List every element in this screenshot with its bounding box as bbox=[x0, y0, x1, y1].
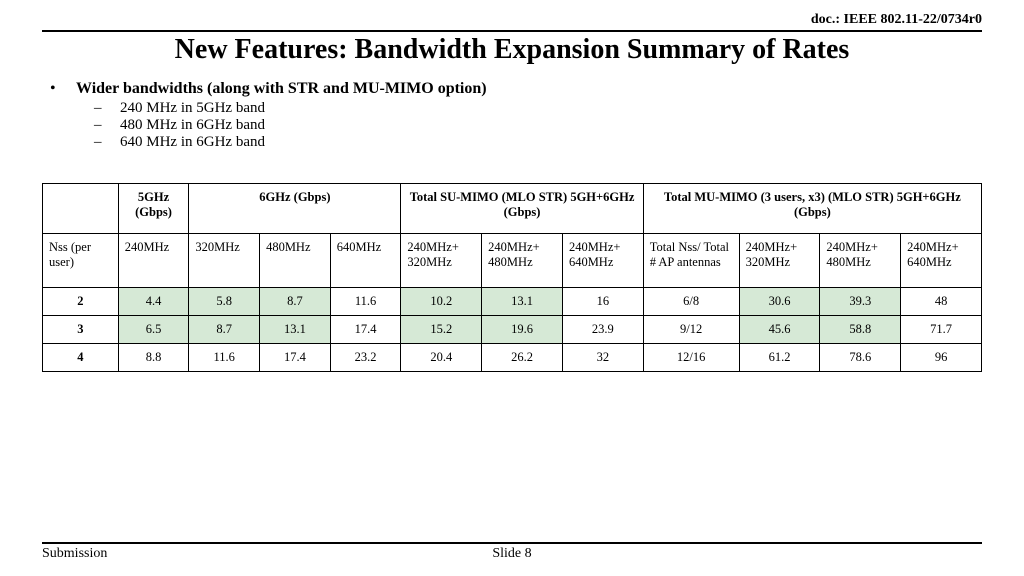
th-m240-480: 240MHz+ 480MHz bbox=[820, 234, 901, 288]
th-m240-640: 240MHz+ 640MHz bbox=[901, 234, 982, 288]
table-cell: 26.2 bbox=[482, 344, 563, 372]
table-cell: 4.4 bbox=[118, 288, 189, 316]
th-s240-320: 240MHz+ 320MHz bbox=[401, 234, 482, 288]
table-cell: 39.3 bbox=[820, 288, 901, 316]
th-320: 320MHz bbox=[189, 234, 260, 288]
table-cell: 12/16 bbox=[643, 344, 739, 372]
table-cell: 2 bbox=[43, 288, 119, 316]
table-cell: 96 bbox=[901, 344, 982, 372]
bullet-dash-icon: – bbox=[94, 134, 106, 151]
th-640: 640MHz bbox=[330, 234, 401, 288]
table-cell: 30.6 bbox=[739, 288, 820, 316]
bullet-main-text: Wider bandwidths (along with STR and MU-… bbox=[76, 80, 487, 98]
table-cell: 48 bbox=[901, 288, 982, 316]
table-cell: 58.8 bbox=[820, 316, 901, 344]
footer-slide-number: Slide 8 bbox=[355, 546, 668, 562]
th-totnss: Total Nss/ Total # AP antennas bbox=[643, 234, 739, 288]
slide-footer: Submission Slide 8 bbox=[42, 542, 982, 562]
table-cell: 13.1 bbox=[260, 316, 331, 344]
table-cell: 3 bbox=[43, 316, 119, 344]
table-cell: 78.6 bbox=[820, 344, 901, 372]
table-cell: 23.9 bbox=[562, 316, 643, 344]
table-cell: 13.1 bbox=[482, 288, 563, 316]
bullet-sub-text: 240 MHz in 5GHz band bbox=[120, 100, 265, 117]
table-cell: 6/8 bbox=[643, 288, 739, 316]
footer-right bbox=[669, 546, 982, 562]
bullet-sub: – 640 MHz in 6GHz band bbox=[94, 134, 982, 151]
th-s240-480: 240MHz+ 480MHz bbox=[482, 234, 563, 288]
table-cell: 71.7 bbox=[901, 316, 982, 344]
th-480: 480MHz bbox=[260, 234, 331, 288]
table-cell: 23.2 bbox=[330, 344, 401, 372]
table-cell: 61.2 bbox=[739, 344, 820, 372]
table-cell: 11.6 bbox=[330, 288, 401, 316]
th-mu-mimo: Total MU-MIMO (3 users, x3) (MLO STR) 5G… bbox=[643, 184, 981, 234]
table-cell: 8.7 bbox=[260, 288, 331, 316]
table-cell: 5.8 bbox=[189, 288, 260, 316]
table-header-row-1: 5GHz (Gbps) 6GHz (Gbps) Total SU-MIMO (M… bbox=[43, 184, 982, 234]
bullet-section: • Wider bandwidths (along with STR and M… bbox=[50, 80, 982, 151]
table-cell: 6.5 bbox=[118, 316, 189, 344]
table-cell: 15.2 bbox=[401, 316, 482, 344]
th-240: 240MHz bbox=[118, 234, 189, 288]
footer-left: Submission bbox=[42, 546, 355, 562]
th-s240-640: 240MHz+ 640MHz bbox=[562, 234, 643, 288]
table-cell: 45.6 bbox=[739, 316, 820, 344]
table-cell: 8.8 bbox=[118, 344, 189, 372]
table-row: 36.58.713.117.415.219.623.99/1245.658.87… bbox=[43, 316, 982, 344]
rates-table: 5GHz (Gbps) 6GHz (Gbps) Total SU-MIMO (M… bbox=[42, 183, 982, 372]
table-cell: 20.4 bbox=[401, 344, 482, 372]
table-cell: 10.2 bbox=[401, 288, 482, 316]
table-cell: 16 bbox=[562, 288, 643, 316]
table-cell: 4 bbox=[43, 344, 119, 372]
th-nss: Nss (per user) bbox=[43, 234, 119, 288]
th-su-mimo: Total SU-MIMO (MLO STR) 5GH+6GHz (Gbps) bbox=[401, 184, 643, 234]
bullet-sub-text: 480 MHz in 6GHz band bbox=[120, 117, 265, 134]
bullet-sub-text: 640 MHz in 6GHz band bbox=[120, 134, 265, 151]
th-6ghz: 6GHz (Gbps) bbox=[189, 184, 401, 234]
table-cell: 8.7 bbox=[189, 316, 260, 344]
bullet-dash-icon: – bbox=[94, 100, 106, 117]
bullet-sub: – 480 MHz in 6GHz band bbox=[94, 117, 982, 134]
bullet-main: • Wider bandwidths (along with STR and M… bbox=[50, 80, 982, 98]
bullet-sub: – 240 MHz in 5GHz band bbox=[94, 100, 982, 117]
th-blank bbox=[43, 184, 119, 234]
table-cell: 17.4 bbox=[260, 344, 331, 372]
th-5ghz: 5GHz (Gbps) bbox=[118, 184, 189, 234]
table-row: 48.811.617.423.220.426.23212/1661.278.69… bbox=[43, 344, 982, 372]
table-cell: 9/12 bbox=[643, 316, 739, 344]
rates-table-wrap: 5GHz (Gbps) 6GHz (Gbps) Total SU-MIMO (M… bbox=[42, 183, 982, 372]
table-cell: 17.4 bbox=[330, 316, 401, 344]
th-m240-320: 240MHz+ 320MHz bbox=[739, 234, 820, 288]
table-cell: 11.6 bbox=[189, 344, 260, 372]
table-row: 24.45.88.711.610.213.1166/830.639.348 bbox=[43, 288, 982, 316]
table-cell: 19.6 bbox=[482, 316, 563, 344]
table-cell: 32 bbox=[562, 344, 643, 372]
bullet-dot-icon: • bbox=[50, 80, 62, 98]
table-header-row-2: Nss (per user) 240MHz 320MHz 480MHz 640M… bbox=[43, 234, 982, 288]
bullet-dash-icon: – bbox=[94, 117, 106, 134]
doc-id-header: doc.: IEEE 802.11-22/0734r0 bbox=[42, 12, 982, 32]
page-title: New Features: Bandwidth Expansion Summar… bbox=[42, 34, 982, 66]
